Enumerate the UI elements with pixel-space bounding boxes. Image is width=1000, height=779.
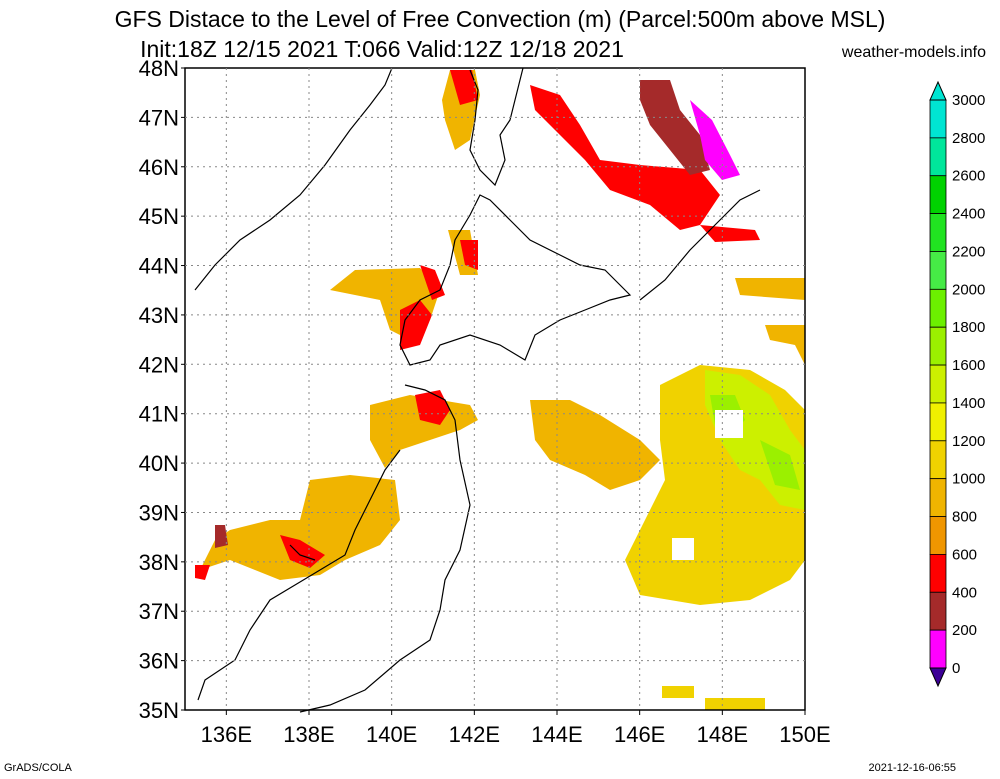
lat-tick-label: 42N — [139, 352, 179, 377]
coast-noto — [289, 544, 316, 561]
colorbar-label: 2400 — [952, 206, 985, 223]
colorbar-swatch — [929, 137, 947, 177]
lat-tick-label: 46N — [139, 155, 179, 180]
lat-tick-label: 45N — [139, 204, 179, 229]
coast-honshu — [299, 384, 471, 713]
coastlines — [194, 67, 761, 713]
lon-tick-label: 150E — [779, 722, 830, 747]
field-red-okhotsk — [530, 85, 720, 230]
lon-tick-label: 146E — [614, 722, 665, 747]
field-magenta-okhotsk — [690, 100, 740, 180]
colorbar-swatch — [929, 175, 947, 215]
lat-tick-label: 40N — [139, 451, 179, 476]
coast-asia-mainland — [194, 67, 393, 291]
footer-software-label: GrADS/COLA — [4, 762, 72, 774]
lat-tick-label: 41N — [139, 402, 179, 427]
lat-tick-label: 38N — [139, 550, 179, 575]
lat-lon-grid — [185, 68, 805, 710]
credit-label: weather-models.info — [841, 44, 986, 61]
colorbar-label: 3000 — [952, 92, 985, 109]
colorbar-swatch — [929, 213, 947, 252]
colorbar-swatch — [929, 478, 947, 517]
map-frame — [184, 67, 806, 711]
colorbar-swatch — [929, 326, 947, 366]
field-green-pacific-2 — [760, 440, 800, 490]
colorbar-label: 400 — [952, 584, 977, 601]
field-yellow-south-2 — [662, 686, 694, 698]
latitude-labels: 48N 47N 46N 45N 44N 43N 42N 41N 40N 39N 38N 37N 36N 3… — [139, 56, 185, 723]
longitude-labels: 136E 138E 140E 142E 144E 146E 148E 150E — [201, 710, 831, 747]
field-hole-2 — [672, 538, 694, 560]
field-orange-east — [735, 278, 805, 300]
lon-tick-label: 142E — [449, 722, 500, 747]
field-fill — [195, 70, 805, 710]
map-subtitle: Init:18Z 12/15 2021 T:066 Valid:12Z 12/1… — [140, 36, 624, 62]
colorbar-label: 2800 — [952, 130, 985, 147]
colorbar-label: 600 — [952, 546, 977, 563]
field-hole-1 — [715, 410, 743, 438]
colorbar-swatch — [929, 402, 947, 442]
lat-tick-label: 37N — [139, 599, 179, 624]
colorbar-swatch — [929, 591, 947, 631]
field-red-n2 — [460, 240, 478, 270]
colorbar-label: 1000 — [952, 471, 985, 488]
colorbar: 3000280026002400220020001800160014001200… — [929, 80, 985, 688]
colorbar-bottom-arrow — [929, 667, 947, 688]
lat-tick-label: 35N — [139, 698, 179, 723]
colorbar-label: 0 — [952, 660, 960, 677]
field-region-sea-japan — [195, 475, 400, 580]
colorbar-label: 1400 — [952, 395, 985, 412]
colorbar-label: 800 — [952, 509, 977, 526]
coast-kurils — [639, 189, 761, 301]
colorbar-label: 1800 — [952, 319, 985, 336]
coast-sakhalin — [469, 67, 524, 187]
colorbar-label: 1200 — [952, 433, 985, 450]
field-red-2 — [215, 525, 228, 548]
colorbar-label: 2000 — [952, 281, 985, 298]
field-orange-east-2 — [765, 325, 805, 365]
colorbar-label: 2600 — [952, 168, 985, 185]
field-red-3 — [195, 565, 210, 580]
field-red-hokkaido-sw — [400, 300, 432, 350]
colorbar-top-arrow — [929, 80, 947, 101]
map-title: GFS Distace to the Level of Free Convect… — [114, 6, 886, 32]
field-red-north-1 — [450, 70, 478, 105]
lon-tick-label: 140E — [366, 722, 417, 747]
colorbar-swatch — [929, 516, 947, 555]
colorbar-swatch — [929, 288, 947, 328]
lon-tick-label: 148E — [697, 722, 748, 747]
lat-tick-label: 44N — [139, 254, 179, 279]
field-brown-okhotsk — [640, 80, 710, 175]
footer-timestamp: 2021-12-16-06:55 — [868, 762, 956, 774]
coast-hokkaido — [399, 194, 632, 366]
lon-tick-label: 144E — [531, 722, 582, 747]
lon-tick-label: 136E — [201, 722, 252, 747]
lat-tick-label: 36N — [139, 649, 179, 674]
lat-tick-label: 43N — [139, 303, 179, 328]
coast-honshu-west — [197, 449, 401, 701]
lon-tick-label: 138E — [283, 722, 334, 747]
lat-tick-label: 47N — [139, 105, 179, 130]
field-orange-pacific — [530, 400, 660, 490]
colorbar-swatch — [929, 554, 947, 593]
lat-tick-label: 48N — [139, 56, 179, 81]
colorbar-swatch — [929, 364, 947, 404]
colorbar-label: 200 — [952, 622, 977, 639]
colorbar-swatch — [929, 629, 947, 669]
field-yellow-south — [705, 698, 765, 710]
colorbar-swatch — [929, 99, 947, 139]
colorbar-swatch — [929, 440, 947, 480]
colorbar-label: 2200 — [952, 243, 985, 260]
colorbar-swatch — [929, 251, 947, 290]
field-red-east — [700, 225, 760, 242]
lat-tick-label: 39N — [139, 500, 179, 525]
colorbar-label: 1600 — [952, 357, 985, 374]
